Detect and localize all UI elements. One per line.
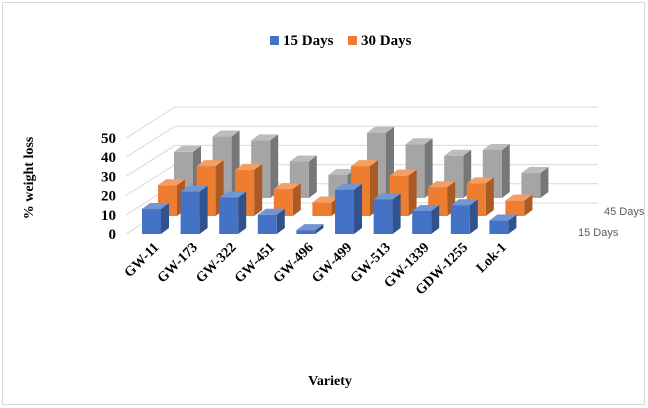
bar-15-days-gw-11 xyxy=(142,203,169,234)
bar-15-days-lok-1 xyxy=(489,214,517,234)
bar-30-days-gw-496 xyxy=(312,196,340,216)
bar-15-days-gw-499 xyxy=(335,183,362,234)
legend-label-15-days: 15 Days xyxy=(283,33,334,49)
bar-15-days-gw-496 xyxy=(296,224,324,234)
x-category-gw-451: GW-451 xyxy=(232,240,278,286)
bar-15-days-gw-451 xyxy=(257,208,285,234)
bar-15-days-gw-1339 xyxy=(412,204,440,234)
gridline-30 xyxy=(125,144,598,177)
x-category-gw-496: GW-496 xyxy=(271,240,317,286)
bars xyxy=(142,126,549,234)
bar-15-days-gw-322 xyxy=(219,191,247,234)
x-category-lok-1: Lok-1 xyxy=(474,240,510,276)
y-tick-30: 30 xyxy=(101,169,116,185)
x-category-labels: GW-11GW-173GW-322GW-451GW-496GW-499GW-51… xyxy=(122,240,510,298)
gridline-40 xyxy=(125,125,598,158)
legend-label-30-days: 30 Days xyxy=(361,33,412,49)
x-axis-title: Variety xyxy=(308,374,352,389)
x-category-gw-322: GW-322 xyxy=(194,240,240,286)
y-tick-20: 20 xyxy=(101,189,116,205)
x-category-gw-173: GW-173 xyxy=(155,240,201,286)
y-tick-40: 40 xyxy=(101,150,116,166)
x-category-gw-499: GW-499 xyxy=(309,240,355,286)
y-tick-10: 10 xyxy=(101,208,116,224)
y-tick-labels: 0 10 20 30 40 50 xyxy=(101,131,116,243)
bar-30-days-lok-1 xyxy=(505,194,533,216)
y-axis-title: % weight loss xyxy=(22,136,37,219)
legend-swatch-30-days xyxy=(348,36,357,45)
depth-label-45-days: 45 Days xyxy=(604,206,645,218)
bar-15-days-gw-173 xyxy=(180,185,208,234)
depth-label-15-days: 15 Days xyxy=(578,227,619,239)
legend: 15 Days 30 Days xyxy=(270,33,412,49)
bar-45-days-lok-1 xyxy=(521,167,549,198)
bar-15-days-gdw-1255 xyxy=(450,199,478,234)
bar-15-days-gw-513 xyxy=(373,193,401,234)
gridline-50 xyxy=(125,106,598,139)
y-tick-0: 0 xyxy=(109,227,117,243)
legend-swatch-15-days xyxy=(270,36,279,45)
y-tick-50: 50 xyxy=(101,131,116,147)
